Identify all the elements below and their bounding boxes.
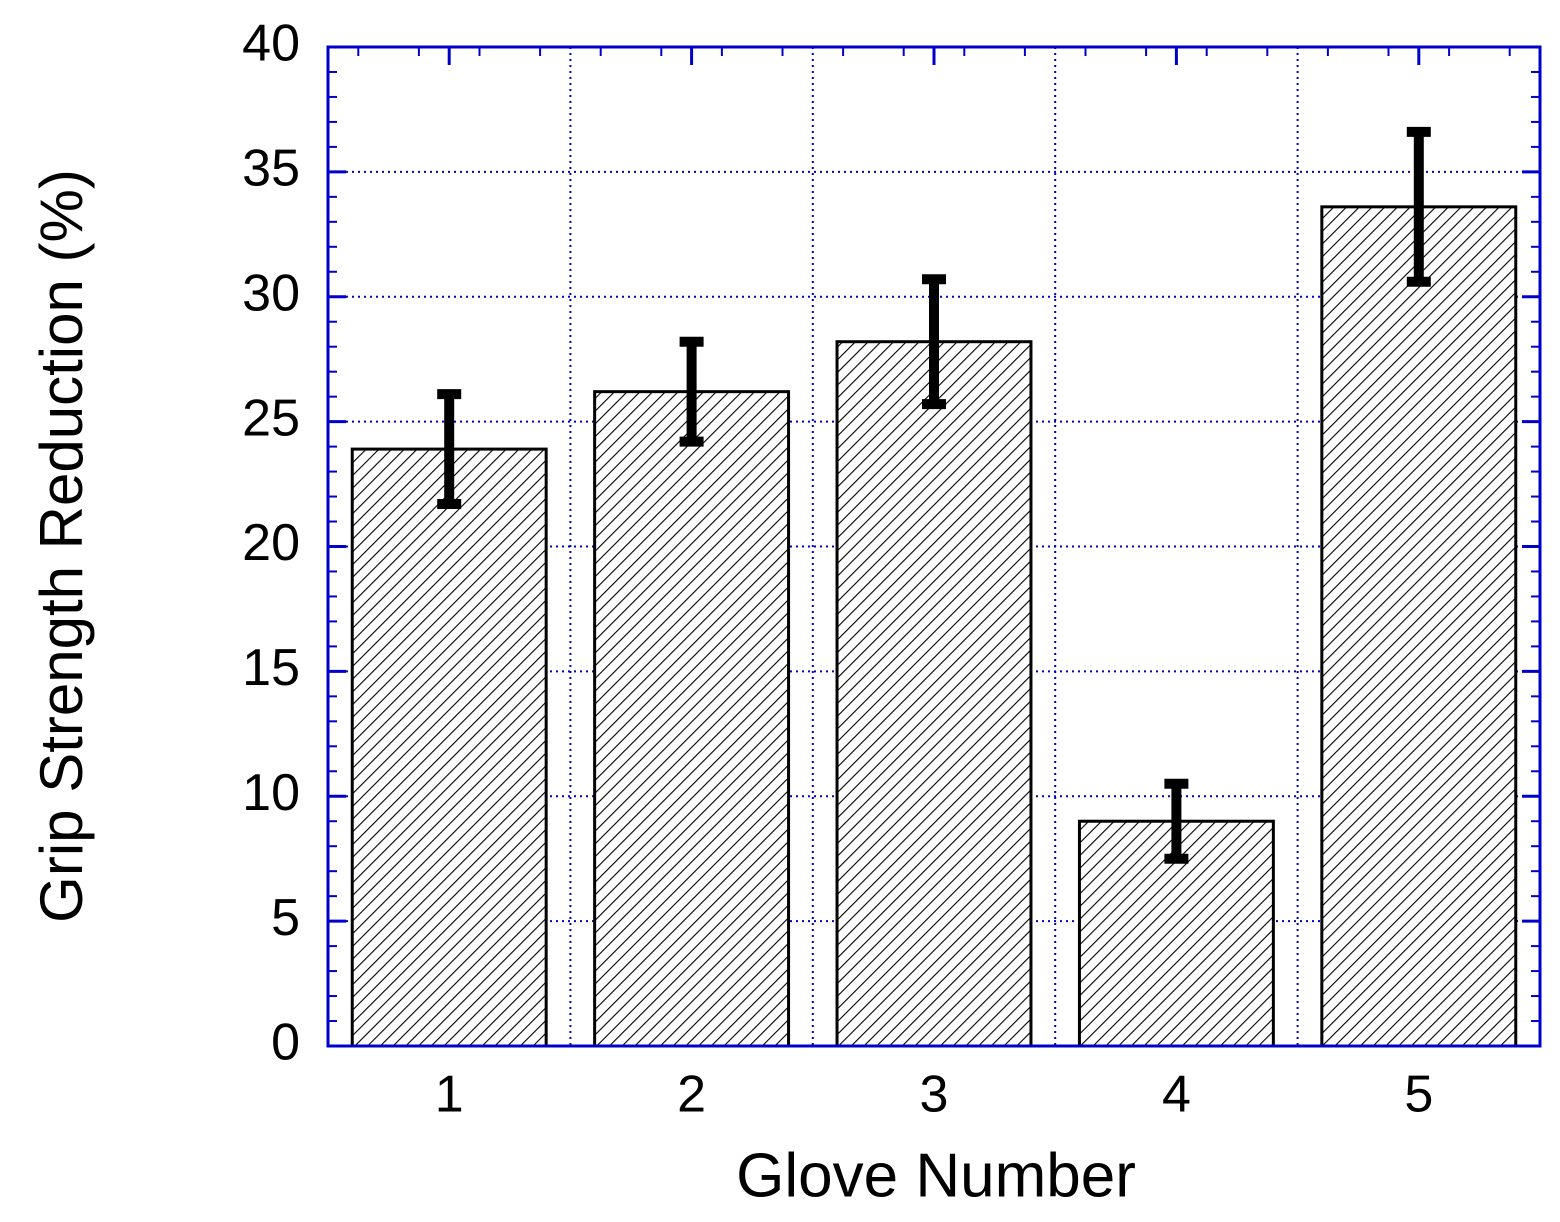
y-tick-label: 25 (242, 389, 300, 447)
y-tick-label: 10 (242, 764, 300, 822)
x-tick-label: 1 (435, 1066, 464, 1124)
plot-frame (326, 45, 1542, 1048)
y-tick-label: 20 (242, 514, 300, 572)
y-tick-label: 35 (242, 140, 300, 198)
x-tick-label: 5 (1404, 1066, 1433, 1124)
y-tick-label: 15 (242, 639, 300, 697)
y-axis-title: Grip Strength Reduction (%) (28, 169, 95, 923)
x-tick-label: 4 (1162, 1066, 1191, 1124)
error-bar (437, 389, 462, 510)
y-tick-label: 30 (242, 264, 300, 322)
bar (835, 340, 1033, 1048)
error-bar (922, 274, 946, 410)
bar (350, 447, 548, 1048)
error-bar (679, 336, 704, 447)
x-tick-label: 2 (677, 1066, 706, 1124)
y-tick-label: 0 (271, 1014, 300, 1072)
x-tick-label: 3 (920, 1066, 949, 1124)
y-tick-label: 5 (271, 889, 300, 947)
y-tick-label: 40 (242, 15, 300, 73)
bar (1320, 205, 1518, 1048)
x-axis-title: Glove Number (736, 1141, 1136, 1210)
bar (593, 390, 791, 1048)
error-bar (1164, 778, 1189, 864)
bar (1077, 819, 1275, 1048)
error-bar (1406, 126, 1431, 287)
